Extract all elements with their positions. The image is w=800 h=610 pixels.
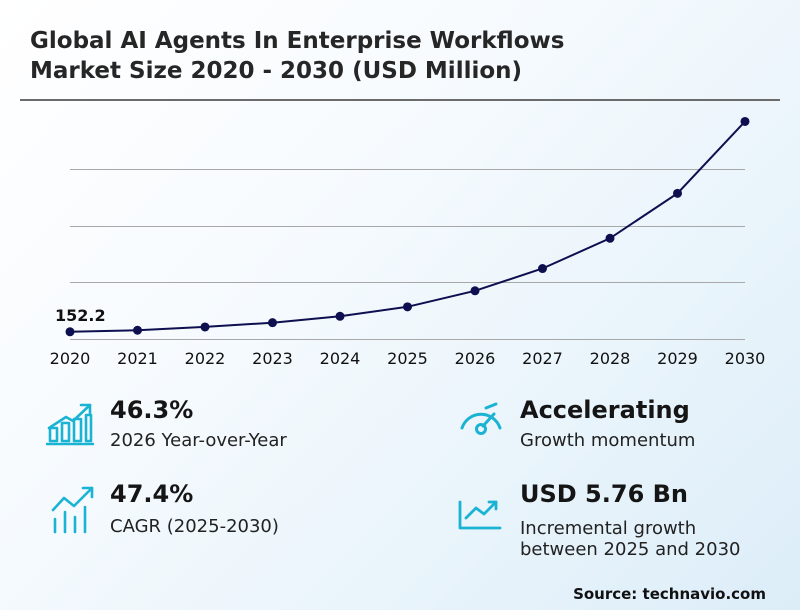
x-tick-2028: 2028 — [590, 349, 631, 368]
title-line-1: Global AI Agents In Enterprise Workflows — [30, 28, 565, 54]
data-point-2020 — [65, 327, 75, 337]
x-tick-2022: 2022 — [185, 349, 226, 368]
kpi-cagr: 47.4% CAGR (2025-2030) — [50, 480, 390, 542]
chart-title: Global AI Agents In Enterprise Workflows… — [30, 26, 564, 86]
data-point-2021 — [133, 325, 142, 335]
data-point-2023 — [268, 318, 277, 328]
line-chart-frame-icon — [458, 500, 502, 530]
title-line-2: Market Size 2020 - 2030 (USD Million) — [30, 58, 523, 84]
title-divider — [20, 99, 780, 101]
kpi-yoy: 46.3% 2026 Year-over-Year — [46, 396, 386, 458]
data-point-2026 — [470, 286, 480, 296]
data-point-2022 — [200, 322, 210, 332]
kpi-incremental: USD 5.76 Bn Incremental growth between 2… — [456, 480, 786, 562]
x-tick-2029: 2029 — [657, 349, 698, 368]
x-tick-2025: 2025 — [387, 349, 428, 368]
kpi-yoy-label: 2026 Year-over-Year — [110, 430, 287, 451]
x-tick-2027: 2027 — [522, 349, 563, 368]
kpi-incremental-value: USD 5.76 Bn — [520, 480, 688, 508]
data-point-2024 — [335, 311, 345, 321]
kpi-momentum-value: Accelerating — [520, 396, 690, 424]
data-point-2027 — [538, 264, 547, 274]
gridlines — [70, 169, 745, 340]
data-point-2028 — [605, 233, 615, 243]
kpi-incremental-label-2: between 2025 and 2030 — [520, 539, 741, 560]
x-axis-ticks: 2020 2021 2022 2023 2024 2025 2026 2027 2028 2029… — [50, 349, 766, 368]
data-point-2030 — [740, 116, 750, 126]
x-tick-2020: 2020 — [50, 349, 91, 368]
kpi-cagr-label: CAGR (2025-2030) — [110, 516, 279, 537]
x-tick-2030: 2030 — [725, 349, 766, 368]
x-tick-2023: 2023 — [252, 349, 293, 368]
data-point-2025 — [403, 302, 412, 312]
data-point-2029 — [673, 188, 682, 198]
trend-bars-icon — [51, 486, 94, 534]
x-tick-2024: 2024 — [320, 349, 361, 368]
x-tick-2021: 2021 — [117, 349, 158, 368]
gauge-icon — [460, 402, 502, 435]
kpi-cagr-value: 47.4% — [110, 480, 194, 508]
source-note: Source: technavio.com — [573, 585, 766, 603]
kpi-yoy-value: 46.3% — [110, 396, 194, 424]
data-label-2020: 152.2 — [55, 306, 106, 325]
kpi-momentum-label: Growth momentum — [520, 430, 696, 451]
kpi-incremental-label-1: Incremental growth — [520, 518, 697, 539]
line-chart: 2020 2021 2022 2023 2024 2025 2026 2027 2028 2029… — [50, 116, 766, 368]
x-tick-2026: 2026 — [455, 349, 496, 368]
data-points — [65, 116, 750, 337]
kpi-momentum: Accelerating Growth momentum — [456, 396, 776, 458]
bar-chart-growth-icon — [46, 403, 94, 446]
